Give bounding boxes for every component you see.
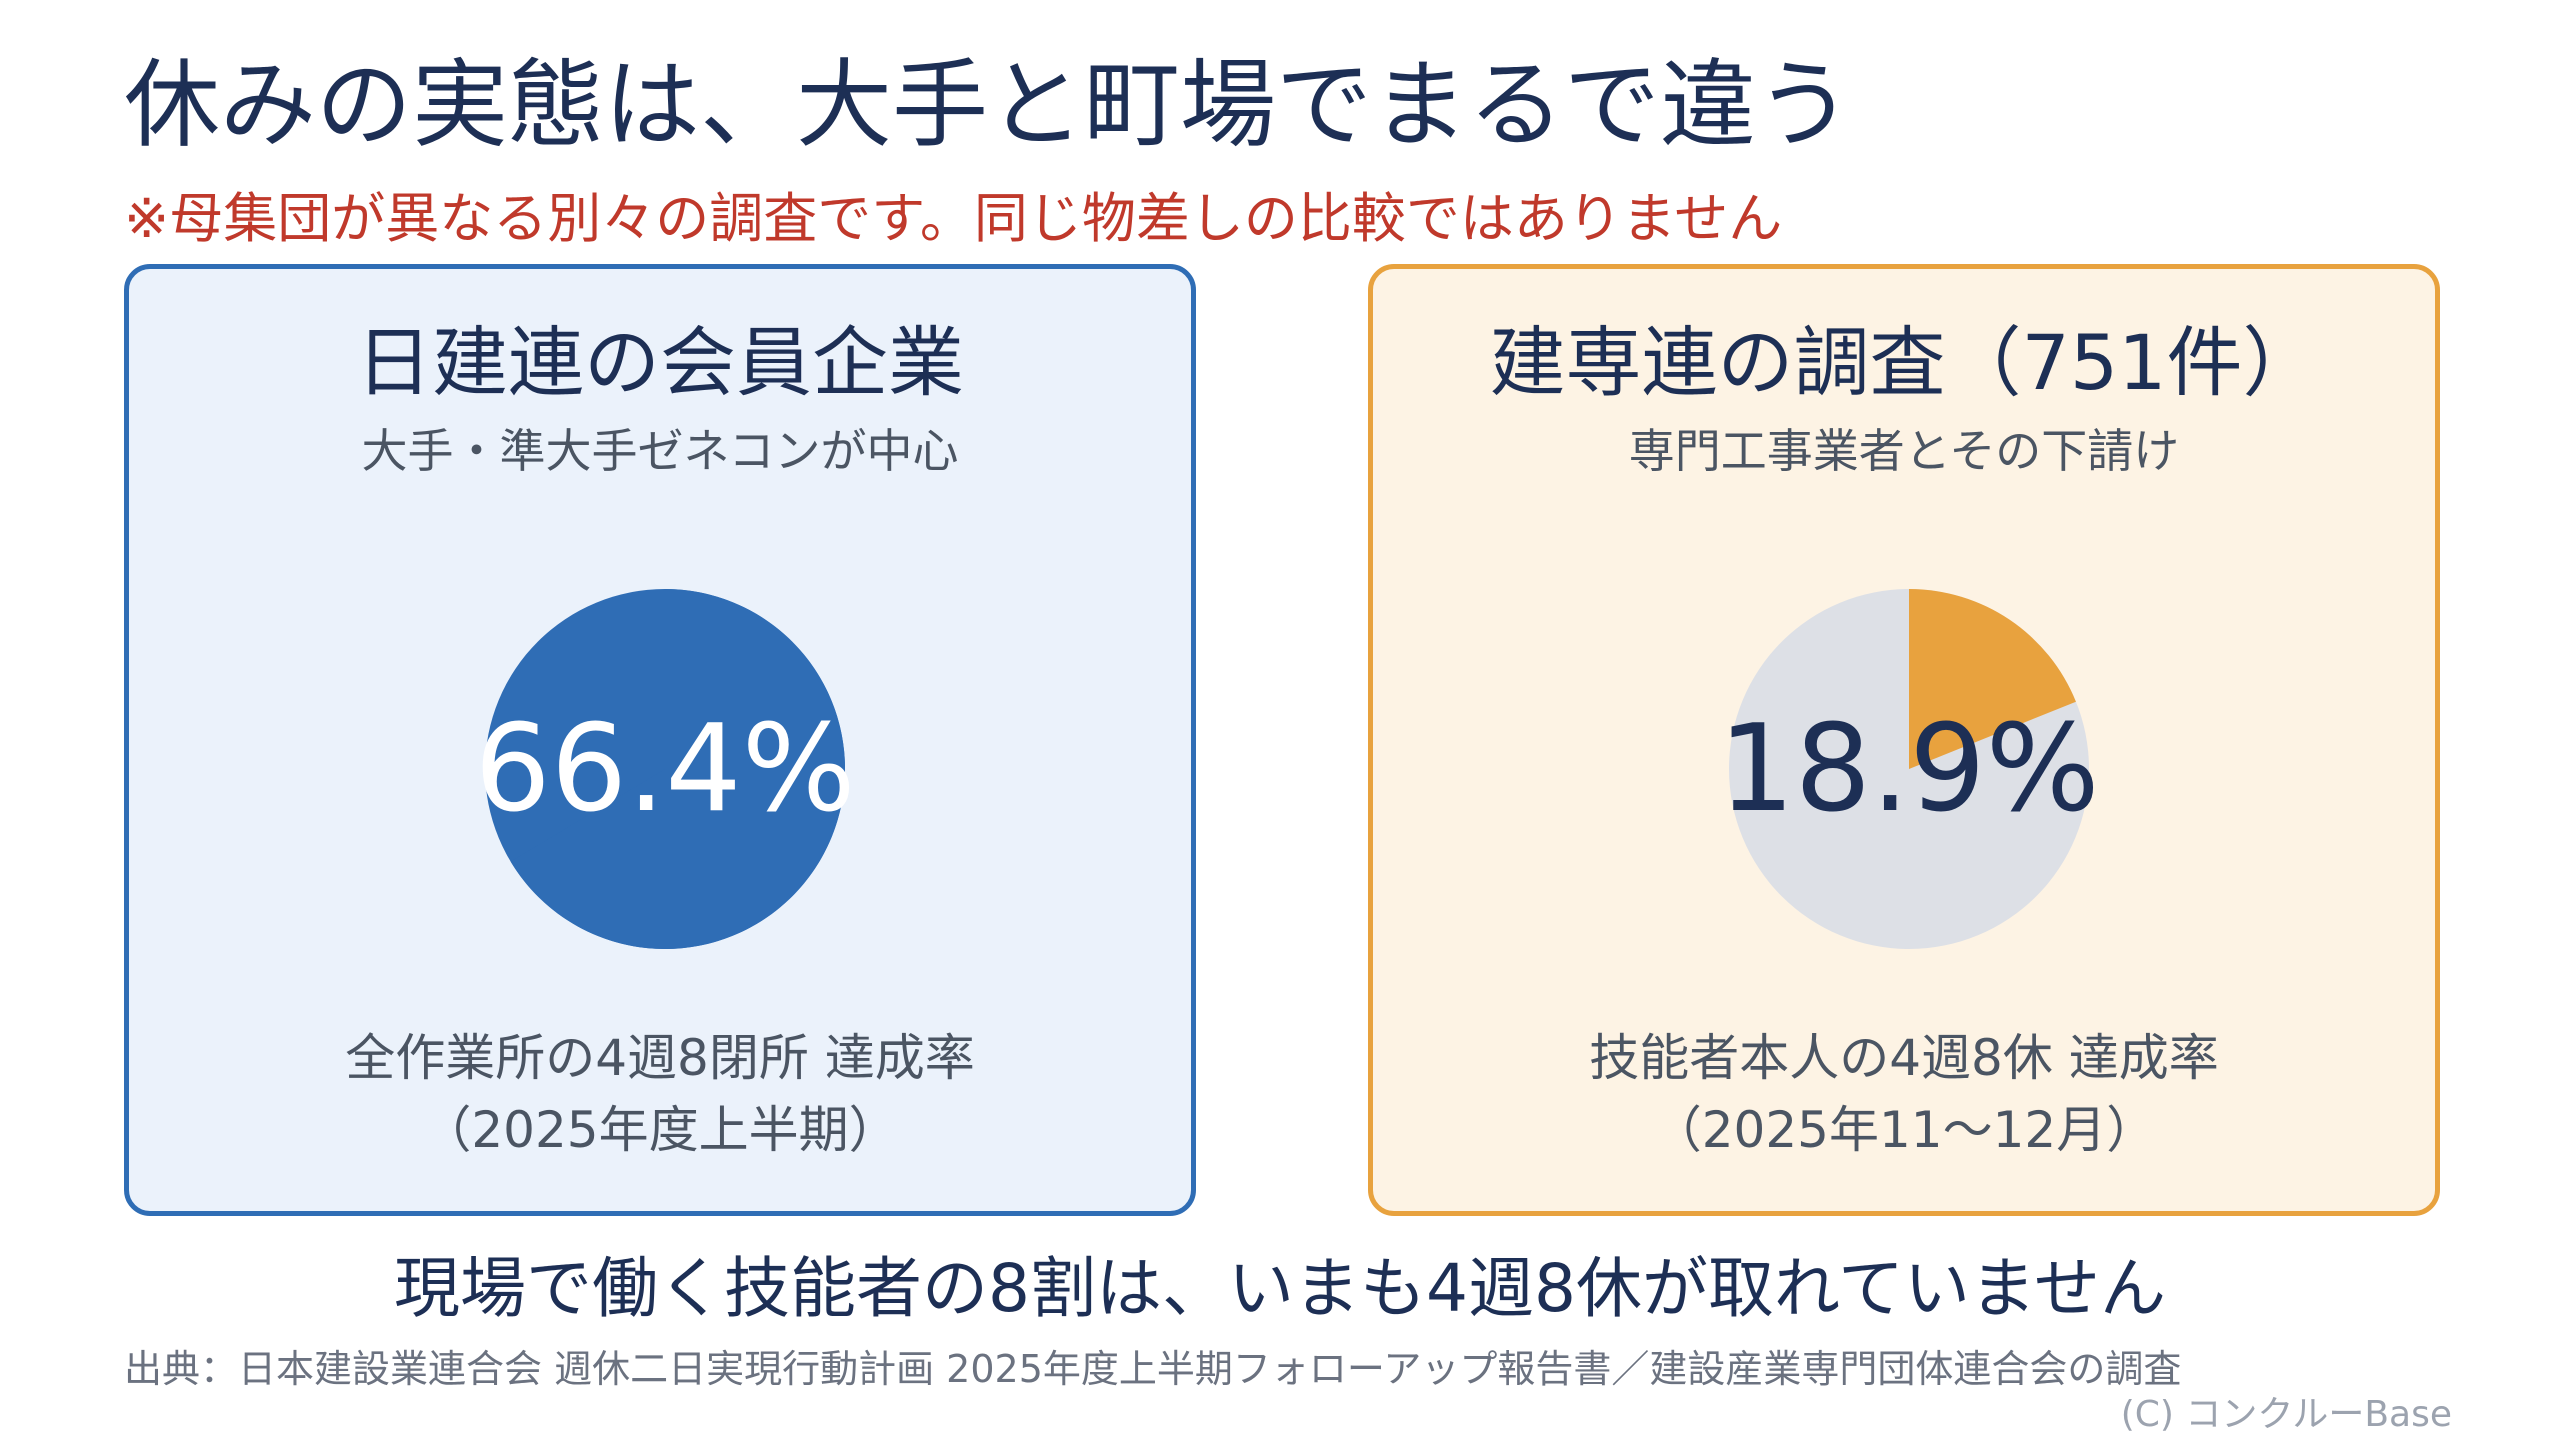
- panel-subtitle: 専門工事業者とその下請け: [1628, 424, 2180, 478]
- source-citation: 出典：日本建設業連合会 週休二日実現行動計画 2025年度上半期フォローアップ報…: [124, 1347, 2182, 1391]
- panel-caption-period: （2025年11〜12月）: [1651, 1101, 2157, 1159]
- panel-caption: 技能者本人の4週8休 達成率: [1589, 1029, 2219, 1087]
- panel-caption-period: （2025年度上半期）: [421, 1101, 899, 1159]
- caution-note: ※母集団が異なる別々の調査です。同じ物差しの比較ではありません: [124, 187, 1783, 250]
- pie-chart-kensenren: 18.9%: [1718, 589, 2100, 949]
- pie-value-slice: [1909, 589, 2076, 769]
- pie-value-slice: [510, 589, 845, 949]
- panel-caption: 全作業所の4週8閉所 達成率: [345, 1029, 975, 1087]
- panel-nikkenren: 日建連の会員企業 大手・準大手ゼネコンが中心 66.4% 全作業所の4週8閉所 …: [124, 264, 1196, 1216]
- panel-title: 日建連の会員企業: [356, 318, 964, 407]
- conclusion-text: 現場で働く技能者の8割は、いまも4週8休が取れていません: [393, 1250, 2166, 1327]
- copyright-credit: (C) コンクルーBase: [2120, 1394, 2452, 1435]
- pie-svg: [1729, 589, 2089, 949]
- page-title: 休みの実態は、大手と町場でまるで違う: [124, 49, 1852, 161]
- pie-chart-nikkenren: 66.4%: [474, 589, 856, 949]
- panel-kensenren: 建専連の調査（751件） 専門工事業者とその下請け 18.9% 技能者本人の4週…: [1368, 264, 2440, 1216]
- pie-svg: [485, 589, 845, 949]
- panel-title: 建専連の調査（751件）: [1489, 318, 2319, 407]
- pie-value-label: 18.9%: [1718, 699, 2100, 839]
- panel-subtitle: 大手・準大手ゼネコンが中心: [361, 424, 959, 478]
- pie-value-label: 66.4%: [474, 699, 856, 839]
